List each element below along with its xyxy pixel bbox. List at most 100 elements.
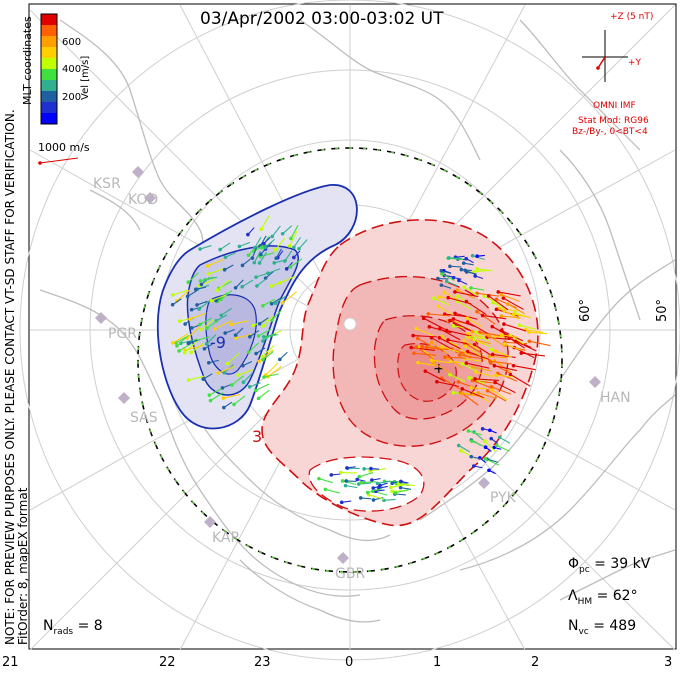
velocity-vector (318, 478, 333, 484)
velocity-vector (235, 333, 254, 339)
velocity-vector (219, 242, 231, 251)
velocity-vector (449, 265, 462, 268)
velocity-vector-origin (262, 375, 266, 379)
velocity-vector (499, 307, 518, 312)
velocity-vector-origin (420, 344, 424, 349)
velocity-vector (495, 350, 512, 358)
velocity-vector (519, 324, 537, 330)
velocity-vector-origin (262, 241, 266, 246)
velocity-vector (180, 339, 194, 344)
velocity-vector-origin (480, 313, 485, 318)
velocity-vector (237, 369, 254, 376)
velocity-vector-origin (519, 351, 524, 355)
colorbar-segment (41, 69, 57, 80)
velocity-vector-origin (273, 301, 278, 306)
velocity-vector-origin (274, 256, 279, 260)
velocity-vector-origin (492, 363, 497, 368)
velocity-vector-origin (451, 317, 456, 321)
velocity-vector-origin (273, 248, 278, 252)
velocity-vector (262, 298, 275, 307)
cpcp-value: = 39 kV (594, 556, 651, 572)
station-marker-kod (144, 192, 156, 204)
lat-tick-50: 50° (655, 298, 670, 322)
velocity-vector (510, 374, 531, 387)
velocity-vector-origin (449, 359, 453, 363)
velocity-vector-origin (494, 307, 499, 312)
velocity-vector (220, 290, 233, 300)
velocity-vector (413, 335, 437, 338)
velocity-vector (529, 340, 551, 347)
velocity-vector (433, 362, 451, 374)
velocity-vector (367, 488, 383, 494)
velocity-vector (488, 295, 509, 311)
hm-latitude-readout: ΛHM = 62° (568, 588, 638, 607)
velocity-vector-origin (483, 457, 488, 461)
velocity-vector (441, 377, 460, 390)
velocity-vectors (170, 215, 551, 505)
velocity-vector-origin (440, 272, 444, 276)
velocity-vector-origin (269, 284, 274, 288)
velocity-vector (370, 468, 386, 472)
velocity-vector-origin (414, 345, 418, 349)
velocity-vector (446, 357, 463, 369)
velocity-vector-origin (489, 347, 494, 352)
colorbar-tick-200: 200 (62, 92, 82, 103)
velocity-vector-origin (474, 330, 479, 334)
velocity-vector-origin (371, 486, 376, 490)
velocity-vector (513, 313, 531, 319)
velocity-vector-origin (459, 448, 463, 453)
velocity-vector-origin (212, 327, 217, 331)
velocity-vector-origin (197, 307, 201, 311)
velocity-vector-origin (221, 396, 226, 400)
velocity-vector (207, 258, 225, 267)
velocity-vector-origin (457, 278, 461, 283)
colorbar-tick-600: 600 (62, 37, 82, 48)
station-label-gbr: GBR (335, 566, 366, 582)
hm-symbol: Λ (568, 588, 578, 604)
velocity-vector-origin (344, 479, 349, 483)
velocity-vector (428, 313, 450, 317)
velocity-vector-origin (472, 342, 477, 347)
station-label-kap: KAP (212, 530, 239, 546)
velocity-vector-origin (460, 391, 464, 396)
plot-frame (28, 3, 677, 650)
velocity-vector (233, 395, 246, 405)
velocity-vector-origin (473, 377, 477, 381)
velocity-vector-origin (461, 261, 466, 265)
velocity-vector-origin (280, 232, 285, 236)
velocity-vector (227, 352, 241, 365)
velocity-vector-origin (345, 466, 349, 470)
colorbar-segment (41, 102, 57, 113)
velocity-vector-origin (476, 391, 481, 395)
velocity-vector-origin (223, 255, 228, 260)
velocity-vector (361, 481, 377, 484)
velocity-vector-origin (292, 255, 296, 260)
velocity-vector (199, 245, 212, 250)
velocity-vector-origin (465, 316, 470, 320)
velocity-vector (463, 286, 479, 297)
velocity-vector (262, 315, 275, 327)
velocity-vector (189, 312, 207, 320)
velocity-vector-origin (207, 393, 212, 397)
velocity-vector (501, 334, 519, 338)
velocity-vector-origin (188, 317, 192, 321)
velocity-vector (494, 381, 516, 394)
velocity-vector (466, 362, 490, 369)
velocity-vector-origin (469, 286, 473, 290)
velocity-vector (196, 300, 208, 306)
velocity-vector-origin (511, 363, 516, 368)
velocity-vector-origin (219, 313, 224, 318)
velocity-vector-origin (460, 362, 465, 366)
velocity-vector-origin (237, 244, 242, 249)
velocity-vector-origin (487, 354, 492, 359)
velocity-vector (476, 311, 496, 325)
velocity-vector-origin (499, 314, 504, 318)
velocity-vector-origin (222, 267, 227, 272)
velocity-vector (261, 344, 275, 358)
velocity-vector (486, 458, 499, 463)
velocity-vector (431, 342, 449, 355)
velocity-vector-origin (421, 316, 426, 321)
velocity-vector-origin (483, 445, 488, 450)
velocity-vector-origin (453, 290, 457, 294)
magnetic-pole-marker (343, 317, 357, 331)
